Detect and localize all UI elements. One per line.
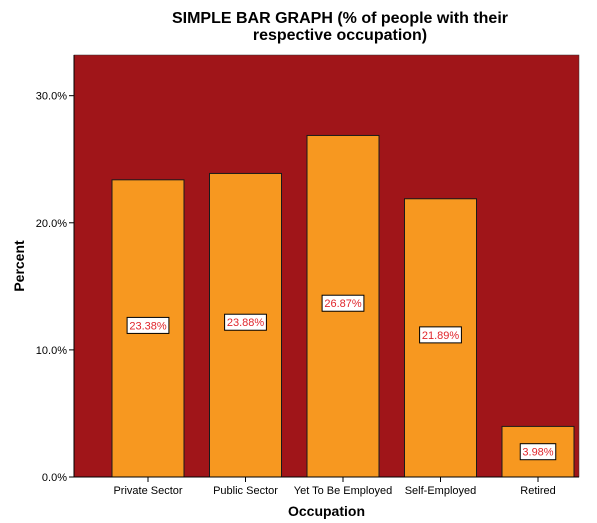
x-axis-title: Occupation [288, 503, 365, 519]
x-tick-label: Retired [520, 485, 555, 497]
data-label-box [224, 313, 267, 331]
data-label: 21.89% [422, 330, 460, 342]
bars-group: 23.38% 23.88% 26.87% 21.89% 3.98% [111, 134, 575, 478]
y-axis-title: Percent [11, 240, 27, 292]
data-label: 26.87% [324, 298, 362, 310]
x-tick-label: Self-Employed [405, 485, 477, 497]
data-label-box [321, 294, 365, 312]
y-tick-label: 30.0% [36, 91, 67, 103]
y-tick-label: 0.0% [42, 472, 67, 484]
x-axis: Private Sector Public Sector Yet To Be Emp… [74, 476, 579, 497]
y-tick-label: 10.0% [36, 345, 67, 357]
data-label: 23.38% [129, 320, 167, 332]
x-tick-label: Public Sector [213, 485, 278, 497]
y-tick-label: 20.0% [36, 218, 67, 230]
chart-title: SIMPLE BAR GRAPH (% of people with their… [171, 10, 508, 44]
data-label: 3.98% [522, 447, 553, 459]
x-tick-label: Private Sector [113, 485, 182, 497]
data-label-box [126, 316, 170, 334]
y-axis: 0.0% 10.0% 20.0% 30.0% [36, 55, 75, 484]
data-label-box [419, 326, 462, 344]
data-label-box [519, 443, 557, 461]
data-label: 23.88% [227, 317, 265, 329]
x-tick-label: Yet To Be Employed [294, 485, 392, 497]
